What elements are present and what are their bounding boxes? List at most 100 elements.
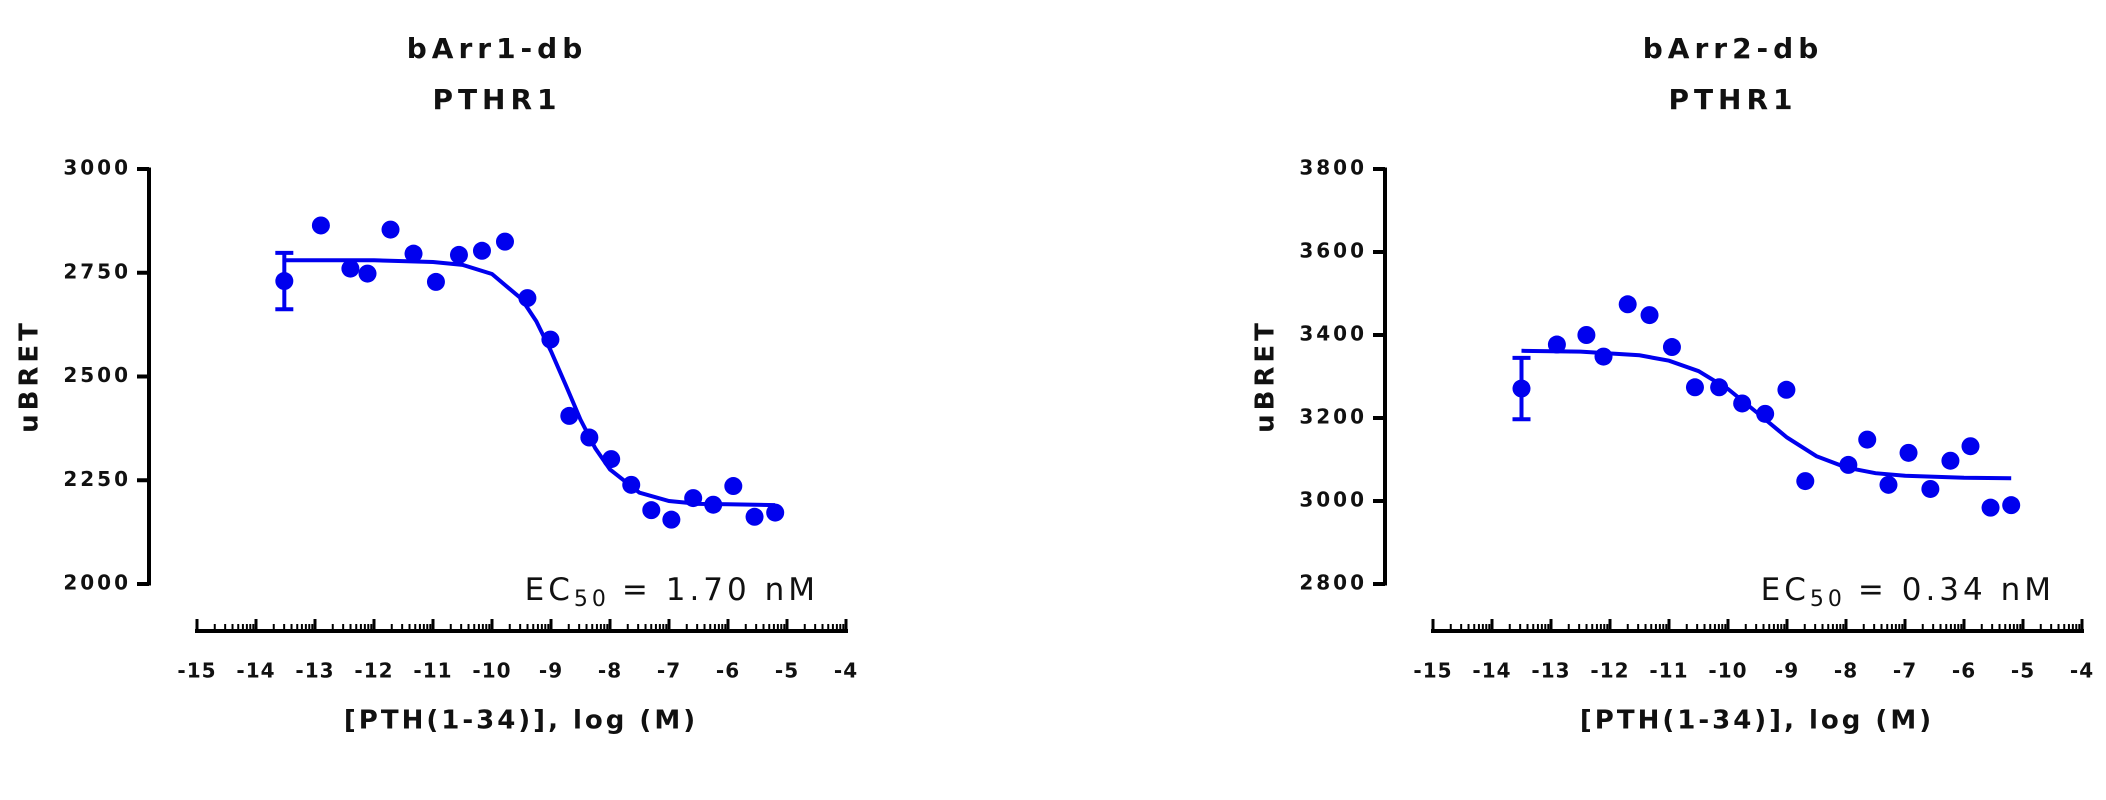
y-axis-label: uBRET: [15, 319, 45, 433]
data-point: [580, 428, 599, 447]
data-point: [1981, 498, 2000, 517]
x-tick-label: -5: [775, 659, 799, 683]
x-tick-label: -11: [1649, 659, 1688, 683]
data-point: [426, 272, 445, 291]
data-point: [541, 330, 560, 349]
data-point: [381, 220, 400, 239]
data-point: [449, 245, 468, 264]
data-point: [662, 510, 681, 529]
x-axis-label: [PTH(1-34)], log (M): [1580, 706, 1934, 736]
chart-panel: bArr2-db PTHR1 2800 3000 3200 3400 3600 3800 uBR…: [1251, 32, 2094, 736]
data-point: [1858, 430, 1877, 449]
data-point: [404, 244, 423, 263]
data-point: [1662, 338, 1681, 357]
data-point: [704, 495, 723, 514]
x-tick-label: -15: [177, 659, 216, 683]
y-tick-label: 2000: [63, 571, 131, 595]
x-tick-label: -6: [716, 659, 740, 683]
x-tick-label: -4: [834, 659, 858, 683]
ec-value: = 0.34 nM: [1858, 572, 2055, 608]
data-point: [766, 503, 785, 522]
data-point: [1594, 347, 1613, 366]
y-tick-label: 3200: [1299, 405, 1367, 429]
x-tick-label: -12: [1590, 659, 1629, 683]
data-point: [1685, 378, 1704, 397]
data-point: [495, 232, 514, 251]
data-point: [745, 507, 764, 526]
data-point: [1756, 404, 1775, 423]
data-point: [684, 489, 703, 508]
x-tick-label: -7: [657, 659, 681, 683]
y-axis-label: uBRET: [1251, 319, 1281, 433]
x-tick-label: -9: [1775, 659, 1799, 683]
ec-label: EC: [1761, 572, 1810, 608]
data-point: [275, 272, 294, 291]
x-tick-label: -9: [539, 659, 563, 683]
x-tick-label: -5: [2011, 659, 2035, 683]
data-point: [1547, 335, 1566, 354]
x-tick-label: -7: [1893, 659, 1917, 683]
ec50-annotation: EC50 = 1.70 nM: [525, 572, 819, 613]
data-point: [1899, 443, 1918, 462]
x-tick-label: -11: [413, 659, 452, 683]
data-point: [1796, 472, 1815, 491]
x-tick-label: -8: [1834, 659, 1858, 683]
data-point: [1512, 379, 1531, 398]
ec-subscript: 50: [574, 587, 610, 612]
y-tick-label: 2250: [63, 467, 131, 491]
data-point: [2002, 496, 2021, 515]
x-tick-label: -6: [1952, 659, 1976, 683]
y-tick-label: 2750: [63, 259, 131, 283]
x-tick-label: -8: [598, 659, 622, 683]
x-tick-label: -4: [2070, 659, 2094, 683]
x-tick-label: -12: [354, 659, 393, 683]
y-tick-label: 3000: [63, 156, 131, 180]
ec-value: = 1.70 nM: [622, 572, 819, 608]
data-point: [518, 289, 537, 308]
x-axis-label: [PTH(1-34)], log (M): [344, 706, 698, 736]
data-point: [724, 477, 743, 496]
data-point: [1839, 455, 1858, 474]
data-point: [1618, 295, 1637, 314]
chart-panel: bArr1-db PTHR1 2000 2250 2500 2750 3000 uBRET -1…: [15, 32, 858, 736]
x-tick-label: -15: [1413, 659, 1452, 683]
data-point: [1710, 378, 1729, 397]
chart-title: bArr2-db: [1643, 32, 1824, 65]
data-point: [1640, 306, 1659, 325]
data-point: [341, 259, 360, 278]
data-point: [1879, 475, 1898, 494]
data-point: [642, 501, 661, 520]
y-tick-label: 2800: [1299, 571, 1367, 595]
data-point: [1577, 326, 1596, 344]
data-point: [1733, 394, 1752, 413]
fit-curve: [1521, 348, 2012, 481]
ec-subscript: 50: [1810, 587, 1846, 612]
data-point: [1921, 479, 1940, 498]
y-tick-label: 2500: [63, 363, 131, 387]
data-point: [602, 450, 621, 469]
y-tick-label: 3400: [1299, 322, 1367, 346]
fit-curve: [285, 258, 776, 508]
y-tick-label: 3000: [1299, 488, 1367, 512]
y-tick-label: 3800: [1299, 156, 1367, 180]
x-tick-label: -10: [472, 659, 511, 683]
chart-title: bArr1-db: [407, 32, 588, 65]
data-point: [472, 241, 491, 260]
x-tick-label: -14: [236, 659, 275, 683]
x-tick-label: -13: [1531, 659, 1570, 683]
data-point: [1777, 380, 1796, 399]
ec-label: EC: [525, 572, 574, 608]
chart-subtitle: PTHR1: [432, 83, 561, 116]
y-tick-label: 3600: [1299, 239, 1367, 263]
data-point: [622, 475, 641, 494]
data-point: [1941, 451, 1960, 470]
data-point: [358, 264, 377, 283]
x-tick-label: -10: [1708, 659, 1747, 683]
x-tick-label: -13: [295, 659, 334, 683]
data-point: [311, 216, 330, 235]
data-point: [560, 406, 579, 425]
ec50-annotation: EC50 = 0.34 nM: [1761, 572, 2055, 613]
x-tick-label: -14: [1472, 659, 1511, 683]
data-point: [1961, 437, 1980, 456]
